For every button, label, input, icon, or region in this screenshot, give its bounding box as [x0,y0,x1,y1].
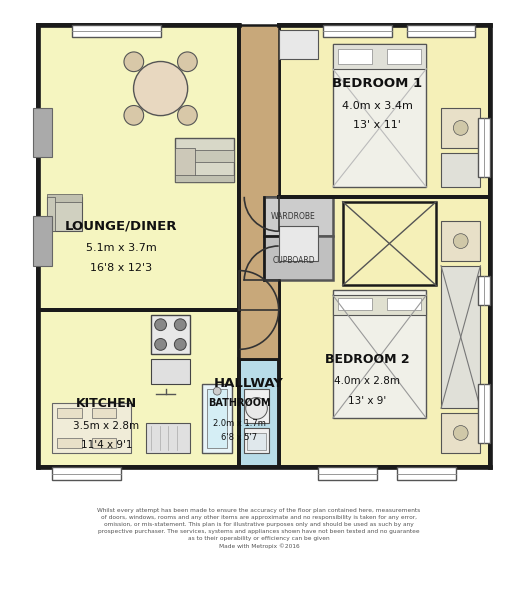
Bar [38,310,239,467]
Bar [239,359,279,467]
Circle shape [453,121,468,135]
Text: 5.1m x 3.7m: 5.1m x 3.7m [86,244,156,253]
Circle shape [453,425,468,440]
Bar [441,221,480,261]
Bar [387,298,421,310]
Circle shape [178,106,197,125]
Bar [441,413,480,452]
Polygon shape [38,25,239,310]
Text: 2.0m x 1.7m: 2.0m x 1.7m [213,419,266,428]
Bar [279,25,490,197]
Text: LOUNGE/DINER: LOUNGE/DINER [65,220,178,233]
Bar [478,384,490,443]
Text: Whilst every attempt has been made to ensure the accuracy of the floor plan cont: Whilst every attempt has been made to en… [97,508,421,549]
Polygon shape [239,25,279,359]
Text: 13' x 9': 13' x 9' [348,396,386,406]
Bar [397,467,456,480]
Bar [33,108,52,157]
Circle shape [175,319,186,331]
Bar [441,108,480,148]
Bar [151,359,190,384]
Bar [264,236,333,280]
Bar [333,44,426,69]
Bar [244,389,269,423]
Text: 13' x 11': 13' x 11' [353,121,401,130]
Text: 11'4 x 9'1: 11'4 x 9'1 [81,440,132,450]
Bar [33,217,52,266]
Bar [48,197,82,231]
Circle shape [155,319,166,331]
Text: 4.0m x 2.8m: 4.0m x 2.8m [334,376,400,386]
Circle shape [175,338,186,350]
Text: 4.0m x 3.4m: 4.0m x 3.4m [342,101,412,111]
Circle shape [246,398,267,419]
Bar [52,403,131,452]
Bar [323,25,392,37]
Bar [333,295,426,315]
Bar [342,202,436,286]
Text: WARDROBE: WARDROBE [271,212,316,221]
Bar [72,25,161,37]
Circle shape [213,387,221,395]
Text: KITCHEN: KITCHEN [76,397,137,410]
Text: BEDROOM 1: BEDROOM 1 [332,77,422,90]
Bar [52,467,121,480]
Bar [338,49,372,64]
Bar [92,409,117,418]
Text: 16'8 x 12'3: 16'8 x 12'3 [90,263,152,273]
Text: 6'8 x 5'7: 6'8 x 5'7 [221,433,257,442]
Bar [478,275,490,305]
Bar [279,226,318,261]
Circle shape [134,61,188,116]
Bar [244,428,269,452]
Bar [279,29,318,59]
Bar [478,118,490,177]
Bar [407,25,476,37]
Bar [338,298,372,310]
Bar [92,438,117,448]
Bar [441,152,480,187]
Bar [48,197,55,231]
Circle shape [124,106,143,125]
Bar [176,148,195,182]
Text: BEDROOM 2: BEDROOM 2 [325,353,410,365]
Bar [207,389,227,448]
Circle shape [178,52,197,71]
Bar [57,409,82,418]
Bar [176,138,235,182]
Bar [387,49,421,64]
Bar [48,194,82,202]
Bar [264,197,333,236]
Bar [176,175,235,182]
Bar [247,433,266,450]
Bar [279,197,490,467]
Bar [151,315,190,354]
Bar [203,384,232,452]
Text: BATHROOM: BATHROOM [208,398,270,409]
Circle shape [453,234,468,248]
Bar [333,44,426,187]
Text: 3.5m x 2.8m: 3.5m x 2.8m [74,421,139,431]
Bar [146,423,190,452]
Bar [333,290,426,418]
Text: CUPBOARD: CUPBOARD [272,256,315,265]
Bar [441,266,480,409]
Circle shape [124,52,143,71]
Circle shape [155,338,166,350]
Bar [176,150,235,163]
Bar [318,467,377,480]
Bar [57,438,82,448]
Text: HALLWAY: HALLWAY [214,377,284,390]
